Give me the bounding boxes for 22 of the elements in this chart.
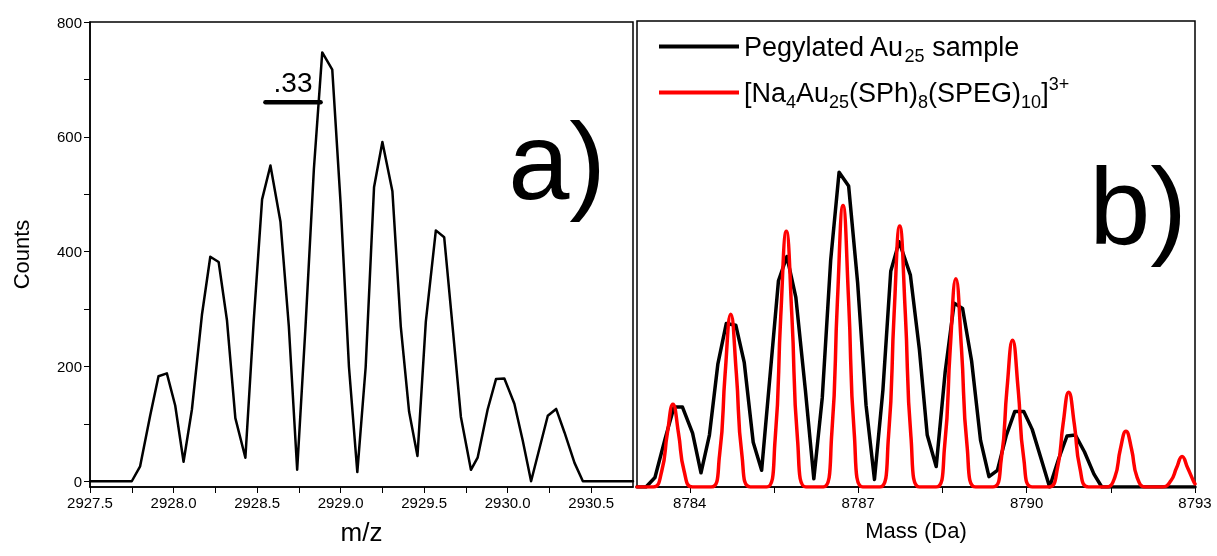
x-tick-label: 8787 xyxy=(841,494,875,511)
y-tick-label: 800 xyxy=(56,13,82,31)
y-axis-title: Counts xyxy=(8,219,34,290)
annotation: b) xyxy=(1089,143,1187,267)
x-tick-label: 8790 xyxy=(1009,494,1044,511)
x-axis-title: m/z xyxy=(340,517,383,547)
x-tick-label: 2929.5 xyxy=(401,494,448,511)
y-tick-label: 200 xyxy=(56,357,82,375)
x-tick-label: 8793 xyxy=(1178,494,1212,511)
x-axis-title: Mass (Da) xyxy=(865,517,967,543)
x-tick-label: 2927.5 xyxy=(67,494,113,511)
x-tick-label: 2930.5 xyxy=(568,494,615,511)
x-tick-label: 2930.0 xyxy=(484,494,531,511)
y-tick-label: 600 xyxy=(56,128,82,146)
x-tick-label: 2928.5 xyxy=(234,494,281,511)
x-tick-label: 2929.0 xyxy=(317,494,364,511)
annotation: a) xyxy=(508,98,606,222)
y-tick-label: 0 xyxy=(73,472,82,490)
y-tick-label: 400 xyxy=(56,243,82,261)
x-tick-label: 2928.0 xyxy=(150,494,197,511)
x-tick-label: 8784 xyxy=(673,494,707,511)
annotation: .33 xyxy=(273,66,313,98)
